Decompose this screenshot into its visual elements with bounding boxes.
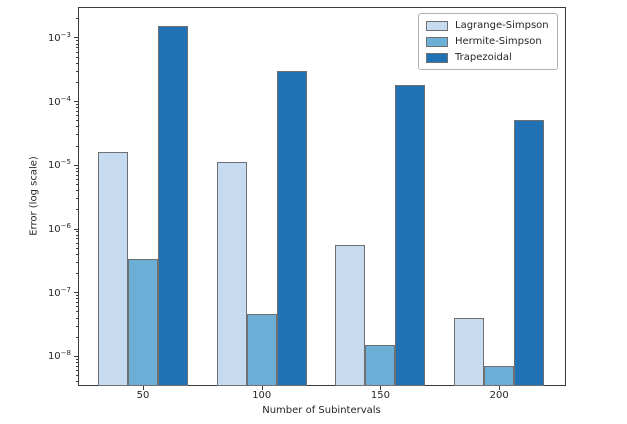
y-minor-tick xyxy=(75,40,78,42)
y-major-tick xyxy=(74,101,78,103)
y-minor-tick xyxy=(75,167,78,169)
y-axis-label: Error (log scale) xyxy=(28,156,40,236)
bar-trapezoidal-150 xyxy=(395,84,426,386)
y-minor-tick xyxy=(75,209,78,211)
y-major-tick xyxy=(74,355,78,357)
bar-lagrange-simpson-150 xyxy=(335,245,366,386)
y-minor-tick xyxy=(75,365,78,367)
x-major-tick xyxy=(261,386,263,390)
y-tick-label: 10−5 xyxy=(47,158,71,172)
y-minor-tick xyxy=(75,174,78,176)
y-minor-tick xyxy=(75,170,78,172)
y-minor-tick xyxy=(75,62,78,64)
bar-lagrange-simpson-100 xyxy=(216,162,247,386)
y-minor-tick xyxy=(75,317,78,319)
x-tick-label: 50 xyxy=(136,390,150,401)
y-minor-tick xyxy=(75,115,78,117)
x-tick-label: 150 xyxy=(370,390,391,401)
legend-swatch-lagrange-simpson xyxy=(426,20,448,31)
y-minor-tick xyxy=(75,311,78,313)
legend-item-trapezoidal: Trapezoidal xyxy=(426,51,549,64)
bar-trapezoidal-100 xyxy=(276,70,307,386)
bar-hermite-simpson-100 xyxy=(246,314,277,386)
y-minor-tick xyxy=(75,253,78,255)
x-major-tick xyxy=(499,386,501,390)
y-minor-tick xyxy=(75,261,78,263)
y-major-tick xyxy=(74,292,78,294)
y-minor-tick xyxy=(75,242,78,244)
bar-trapezoidal-200 xyxy=(514,120,545,386)
legend-swatch-hermite-simpson xyxy=(426,36,448,47)
y-minor-tick xyxy=(75,126,78,128)
legend-swatch-trapezoidal xyxy=(426,52,448,63)
x-tick-label: 200 xyxy=(489,390,509,401)
y-minor-tick xyxy=(75,273,78,275)
y-minor-tick xyxy=(75,120,78,122)
y-minor-tick xyxy=(75,336,78,338)
legend: Lagrange-Simpson Hermite-Simpson Trapezoid… xyxy=(418,13,558,70)
y-minor-tick xyxy=(75,375,78,377)
x-axis-label: Number of Subintervals xyxy=(262,405,381,416)
legend-label: Hermite-Simpson xyxy=(455,36,542,47)
bar-lagrange-simpson-200 xyxy=(454,317,485,386)
y-minor-tick xyxy=(75,190,78,192)
y-tick-label: 10−7 xyxy=(47,285,71,299)
legend-item-lagrange-simpson: Lagrange-Simpson xyxy=(426,19,549,32)
y-minor-tick xyxy=(75,370,78,372)
bar-trapezoidal-50 xyxy=(158,26,188,386)
y-minor-tick xyxy=(75,298,78,300)
x-major-tick xyxy=(380,386,382,390)
bar-lagrange-simpson-50 xyxy=(98,151,128,386)
y-minor-tick xyxy=(75,183,78,185)
y-minor-tick xyxy=(75,238,78,240)
y-minor-tick xyxy=(75,107,78,109)
y-minor-tick xyxy=(75,358,78,360)
y-minor-tick xyxy=(75,110,78,112)
y-minor-tick xyxy=(75,362,78,364)
y-minor-tick xyxy=(75,198,78,200)
y-major-tick xyxy=(74,228,78,230)
y-minor-tick xyxy=(75,18,78,20)
y-minor-tick xyxy=(75,295,78,297)
bar-hermite-simpson-150 xyxy=(365,344,396,386)
bar-hermite-simpson-200 xyxy=(484,365,515,386)
legend-item-hermite-simpson: Hermite-Simpson xyxy=(426,35,549,48)
y-minor-tick xyxy=(75,306,78,308)
y-minor-tick xyxy=(75,231,78,233)
y-minor-tick xyxy=(75,43,78,45)
y-minor-tick xyxy=(75,145,78,147)
bar-hermite-simpson-50 xyxy=(128,259,158,386)
y-tick-label: 10−4 xyxy=(47,94,71,108)
legend-label: Lagrange-Simpson xyxy=(455,20,549,31)
x-major-tick xyxy=(143,386,144,390)
y-minor-tick xyxy=(75,325,78,327)
y-minor-tick xyxy=(75,234,78,236)
y-major-tick xyxy=(74,164,78,166)
y-major-tick xyxy=(74,37,78,39)
y-minor-tick xyxy=(75,47,78,49)
y-minor-tick xyxy=(75,381,78,383)
y-tick-label: 10−6 xyxy=(47,222,71,236)
legend-label: Trapezoidal xyxy=(455,52,512,63)
y-tick-label: 10−3 xyxy=(47,30,71,44)
y-minor-tick xyxy=(75,81,78,83)
y-minor-tick xyxy=(75,51,78,53)
y-minor-tick xyxy=(75,56,78,58)
y-minor-tick xyxy=(75,302,78,304)
y-minor-tick xyxy=(75,178,78,180)
x-tick-label: 100 xyxy=(252,390,272,401)
y-minor-tick xyxy=(75,247,78,249)
y-minor-tick xyxy=(75,70,78,72)
y-minor-tick xyxy=(75,104,78,106)
y-tick-label: 10−8 xyxy=(47,349,71,363)
y-minor-tick xyxy=(75,134,78,136)
